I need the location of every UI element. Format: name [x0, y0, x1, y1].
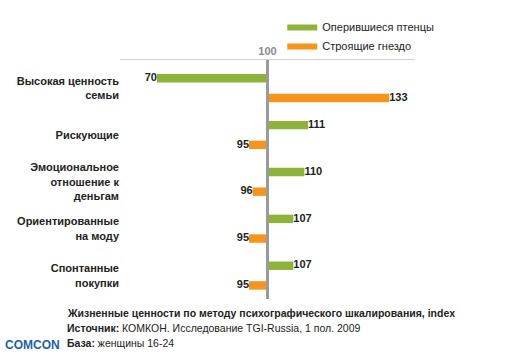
svg-text:База: женщины 16-24: База: женщины 16-24: [67, 337, 174, 349]
svg-text:Строящие гнездо: Строящие гнездо: [322, 40, 411, 52]
svg-text:96: 96: [241, 184, 253, 196]
svg-text:Эмоциональноеотношение кденьга: Эмоциональноеотношение кденьгам: [30, 161, 119, 202]
svg-text:Высокая ценностьсемьи: Высокая ценностьсемьи: [17, 75, 120, 101]
svg-text:COMCON: COMCON: [5, 338, 60, 352]
svg-text:110: 110: [304, 165, 322, 177]
svg-text:107: 107: [293, 212, 311, 224]
svg-text:133: 133: [389, 91, 407, 103]
svg-text:95: 95: [237, 278, 249, 290]
svg-text:107: 107: [293, 258, 311, 270]
svg-text:95: 95: [237, 138, 249, 150]
svg-text:Рискующие: Рискующие: [56, 129, 119, 141]
svg-text:111: 111: [308, 118, 325, 130]
svg-text:Спонтанныепокупки: Спонтанныепокупки: [51, 262, 119, 288]
svg-text:Оперившиеся птенцы: Оперившиеся птенцы: [322, 21, 434, 33]
svg-text:100: 100: [258, 45, 276, 57]
svg-text:Ориентированныена моду: Ориентированныена моду: [17, 215, 120, 241]
svg-text:95: 95: [237, 231, 249, 243]
svg-text:70: 70: [145, 71, 157, 83]
svg-text:Жизненные ценности по методу п: Жизненные ценности по методу психографич…: [67, 307, 455, 319]
svg-text:Источник: КОМКОН. Исследование: Источник: КОМКОН. Исследование TGI-Russi…: [67, 322, 361, 334]
